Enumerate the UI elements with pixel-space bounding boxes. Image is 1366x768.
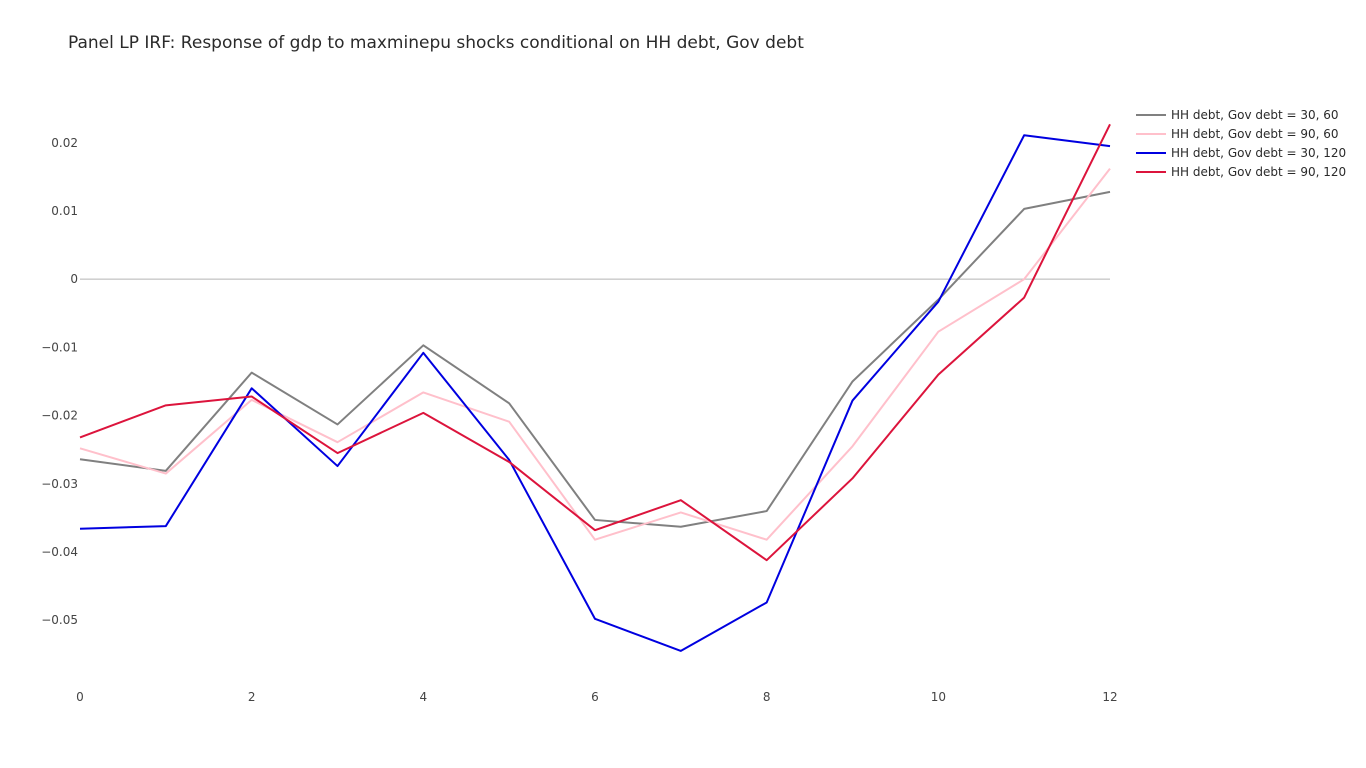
y-tick-label: −0.04 bbox=[41, 545, 78, 559]
legend-item-3[interactable]: HH debt, Gov debt = 90, 120 bbox=[1136, 165, 1346, 179]
series-line-3[interactable] bbox=[79, 123, 1111, 562]
legend-label: HH debt, Gov debt = 90, 60 bbox=[1171, 127, 1339, 141]
y-tick-label: −0.03 bbox=[41, 477, 78, 491]
y-tick-label: −0.02 bbox=[41, 409, 78, 423]
legend-label: HH debt, Gov debt = 30, 120 bbox=[1171, 146, 1346, 160]
legend-item-0[interactable]: HH debt, Gov debt = 30, 60 bbox=[1136, 108, 1339, 122]
x-tick-label: 4 bbox=[420, 690, 428, 704]
legend-label: HH debt, Gov debt = 30, 60 bbox=[1171, 108, 1339, 122]
x-tick-label: 10 bbox=[931, 690, 946, 704]
y-tick-label: 0 bbox=[70, 272, 78, 286]
series-line-1[interactable] bbox=[79, 168, 1111, 541]
x-tick-label: 0 bbox=[76, 690, 84, 704]
y-tick-label: −0.05 bbox=[41, 613, 78, 627]
legend-label: HH debt, Gov debt = 90, 120 bbox=[1171, 165, 1346, 179]
y-tick-label: 0.02 bbox=[51, 136, 78, 150]
x-tick-label: 12 bbox=[1102, 690, 1117, 704]
y-tick-label: 0.01 bbox=[51, 204, 78, 218]
legend-item-2[interactable]: HH debt, Gov debt = 30, 120 bbox=[1136, 146, 1346, 160]
x-tick-label: 8 bbox=[763, 690, 771, 704]
x-tick-label: 2 bbox=[248, 690, 256, 704]
y-tick-label: −0.01 bbox=[41, 340, 78, 354]
series-line-2[interactable] bbox=[79, 134, 1111, 652]
legend-item-1[interactable]: HH debt, Gov debt = 90, 60 bbox=[1136, 127, 1339, 141]
x-tick-label: 6 bbox=[591, 690, 599, 704]
chart-title: Panel LP IRF: Response of gdp to maxmine… bbox=[68, 33, 804, 53]
